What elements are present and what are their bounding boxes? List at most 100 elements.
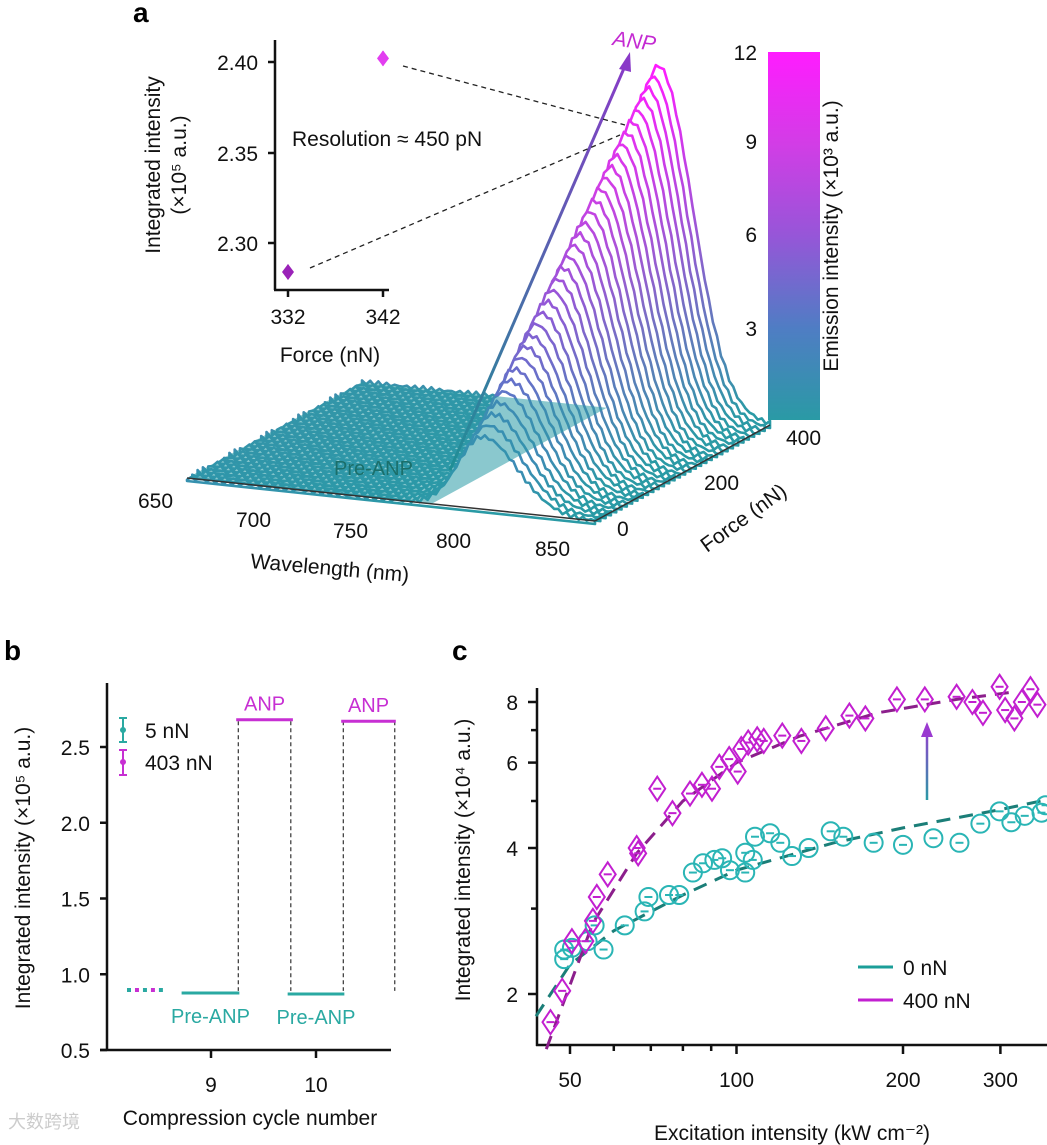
data-point-400nN	[562, 927, 582, 955]
x-tick-label: 100	[719, 1069, 754, 1092]
state-label: Pre-ANP	[171, 1006, 250, 1028]
data-point-0nN	[798, 838, 819, 858]
wavelength-axis-title: Wavelength (nm)	[250, 550, 411, 587]
data-point-0nN	[833, 826, 854, 847]
y-tick-label: 6	[506, 753, 518, 776]
waterfall-plot	[185, 63, 772, 526]
data-point-0nN	[989, 801, 1010, 822]
data-point-0nN	[742, 849, 763, 870]
data-point-400nN	[627, 834, 646, 862]
y-tick-label: 2.0	[61, 813, 90, 836]
y-tick-label: 0.5	[61, 1040, 90, 1063]
data-point-400nN	[773, 721, 792, 750]
data-point-0nN	[614, 915, 635, 936]
data-point-400nN	[663, 799, 682, 827]
fit-line-0nN	[534, 798, 1047, 1018]
force-tick-label: 0	[617, 518, 629, 541]
data-point-400nN	[648, 774, 667, 803]
connector-line	[402, 65, 626, 126]
b-x-title: Compression cycle number	[123, 1107, 377, 1130]
data-point-400nN	[747, 725, 767, 754]
data-point-0nN	[1001, 812, 1022, 833]
force-tick-label: 400	[786, 427, 821, 450]
b-legend: 5 nN 403 nN	[119, 717, 213, 776]
colorbar-tick: 9	[745, 131, 757, 154]
resolution-annotation: Resolution ≈ 450 pN	[292, 128, 482, 151]
data-point	[282, 263, 294, 280]
b-y-title: Integrated intensity (×10⁵ a.u.)	[12, 727, 35, 1009]
inset-x-tick: 332	[270, 306, 305, 329]
x-tick-label: 200	[885, 1069, 920, 1092]
y-tick-label: 1.5	[61, 889, 90, 912]
legend-label-5nN: 5 nN	[145, 720, 189, 743]
force-axis	[594, 424, 771, 522]
data-point-0nN	[970, 813, 991, 834]
data-point-0nN	[893, 834, 913, 855]
data-point-400nN	[973, 699, 993, 727]
legend-label-400nN: 400 nN	[903, 990, 971, 1013]
colorbar-tick: 6	[745, 224, 757, 247]
pre-anp-plateau	[187, 382, 607, 504]
arrow-head-icon	[921, 722, 933, 737]
y-tick-label: 8	[506, 692, 518, 715]
panel-label-a: a	[133, 0, 149, 28]
x-tick-label: 9	[205, 1074, 217, 1097]
data-point-0nN	[1031, 802, 1047, 823]
inset-y-tick: 2.35	[217, 143, 258, 166]
data-point-0nN	[704, 849, 725, 870]
data-point-400nN	[583, 907, 603, 935]
data-point-400nN	[732, 735, 751, 763]
data-point-400nN	[541, 1008, 560, 1036]
data-point-400nN	[1021, 675, 1040, 704]
data-point-0nN	[949, 832, 970, 853]
data-point-0nN	[863, 832, 884, 853]
inset-y-tick: 2.40	[217, 52, 258, 75]
colorbar-tick: 3	[745, 318, 757, 341]
data-point-400nN	[680, 779, 700, 808]
inset-plot: 2.40 2.35 2.30 332 342 Force (nN) Integr…	[142, 40, 626, 367]
data-point-0nN	[693, 853, 714, 874]
wavelength-axis	[186, 477, 596, 522]
data-point-0nN	[638, 886, 659, 907]
data-point-0nN	[744, 826, 765, 847]
panel-c-chart: 50 100 200 300 2 4 6 8 0 nN 400 nN Integrated i…	[452, 672, 1047, 1145]
data-point-400nN	[1005, 704, 1024, 733]
data-point-400nN	[947, 682, 966, 711]
x-tick-label: 700	[236, 509, 271, 532]
panel-label-b: b	[4, 635, 21, 666]
data-point-400nN	[754, 727, 773, 755]
x-tick-label: 50	[558, 1069, 581, 1092]
force-tick-labels: 0 200 400	[617, 427, 821, 541]
x-tick-label: 800	[436, 530, 471, 553]
data-point-400nN	[792, 727, 811, 755]
pre-anp-label: Pre-ANP	[334, 458, 413, 480]
x-tick-label: 650	[138, 490, 173, 513]
x-tick-label: 850	[535, 538, 570, 561]
connector-line	[309, 134, 621, 269]
data-point-0nN	[770, 832, 791, 853]
data-point-400nN	[840, 701, 859, 730]
anp-label: ANP	[609, 27, 657, 56]
data-point-400nN	[963, 688, 982, 716]
x-tick-label: 300	[983, 1069, 1018, 1092]
colorbar-title: Emission intensity (×10³ a.u.)	[820, 100, 843, 371]
data-point-0nN	[782, 846, 803, 867]
c-y-title: Integrated intensity (×10⁴ a.u.)	[452, 719, 475, 1002]
data-point-0nN	[1035, 795, 1047, 816]
inset-x-title: Force (nN)	[280, 344, 380, 367]
data-point-400nN	[1028, 690, 1047, 719]
data-point-400nN	[692, 770, 712, 799]
y-tick-label: 1.0	[61, 964, 90, 987]
data-point-400nN	[702, 774, 722, 803]
data-point-400nN	[856, 704, 875, 733]
data-point-0nN	[584, 915, 605, 936]
inset-y-title-units: (×10⁵ a.u.)	[168, 115, 191, 214]
data-point-400nN	[816, 714, 835, 743]
inset-y-title: Integrated intensity	[142, 76, 165, 254]
transition-arrow	[448, 65, 627, 471]
x-tick-label: 10	[304, 1074, 327, 1097]
x-tick-label: 750	[333, 520, 368, 543]
arrow-head-icon	[619, 52, 631, 72]
panel-b-chart: 0.51.01.52.02.59 10 Pre-ANPANPPre-ANPANP …	[12, 683, 396, 1130]
